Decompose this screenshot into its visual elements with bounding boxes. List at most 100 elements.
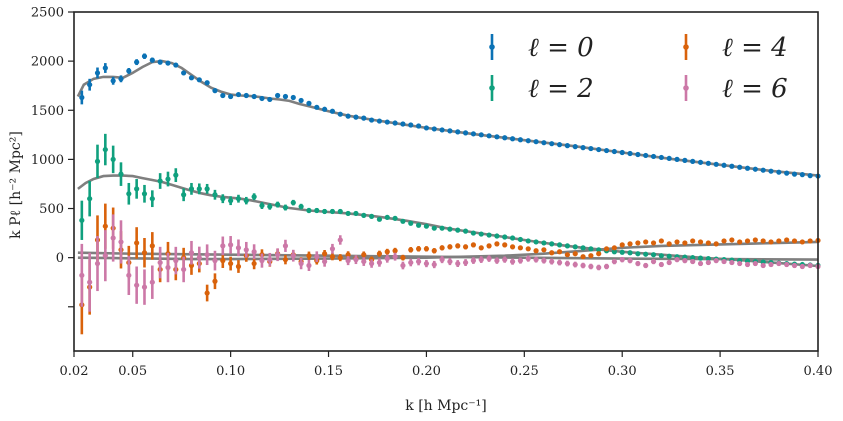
data-point <box>603 246 610 252</box>
data-point <box>408 247 414 253</box>
data-point <box>165 176 171 182</box>
data-point <box>126 191 132 197</box>
data-point <box>721 162 727 168</box>
data-point <box>251 249 257 255</box>
data-point <box>220 196 226 202</box>
data-point <box>384 256 390 262</box>
data-point <box>259 258 265 264</box>
data-point <box>212 88 218 94</box>
data-point <box>439 127 445 133</box>
data-point <box>110 78 116 84</box>
data-point <box>666 155 672 162</box>
data-point <box>494 241 500 247</box>
data-point <box>306 100 312 106</box>
data-point <box>627 258 633 264</box>
data-point <box>619 257 625 263</box>
data-point <box>134 240 140 246</box>
data-point <box>674 239 680 245</box>
data-point <box>228 93 234 100</box>
legend-label: ℓ = 6 <box>722 74 788 104</box>
data-point <box>760 262 766 269</box>
data-point <box>415 258 422 265</box>
data-point <box>79 217 85 223</box>
data-point <box>619 249 625 255</box>
data-point <box>415 222 422 228</box>
data-point <box>423 246 430 252</box>
y-axis: 0 500 1000 1500 2000 2500 <box>31 6 74 308</box>
data-point <box>290 200 296 206</box>
data-point <box>275 201 281 208</box>
data-point <box>517 137 524 143</box>
data-point <box>486 133 492 139</box>
data-point <box>799 172 805 178</box>
model-l0 <box>76 59 819 177</box>
data-point <box>251 260 257 267</box>
data-point <box>322 251 328 257</box>
data-point <box>212 192 218 198</box>
data-point <box>361 258 367 265</box>
x-tick-label: 0.30 <box>608 364 637 379</box>
data-point <box>737 239 743 245</box>
plot-frame <box>73 11 819 352</box>
data-point <box>87 82 93 88</box>
legend-label: ℓ = 0 <box>528 33 594 63</box>
data-point <box>259 95 265 102</box>
data-point <box>87 196 93 202</box>
data-point <box>329 254 336 260</box>
data-point <box>322 258 328 265</box>
data-point <box>690 158 696 164</box>
data-point <box>564 143 570 149</box>
data-point <box>408 122 414 128</box>
data-point <box>650 240 657 246</box>
data-point <box>329 108 336 114</box>
data-point <box>329 208 336 215</box>
data-point <box>549 258 555 265</box>
data-point <box>705 240 711 246</box>
data-point <box>314 207 320 214</box>
data-point <box>173 172 179 178</box>
data-point <box>768 168 774 174</box>
data-point <box>729 163 735 169</box>
data-point <box>134 59 140 65</box>
data-point <box>204 252 210 258</box>
data-point <box>556 249 563 255</box>
model-l4 <box>77 240 819 261</box>
data-point <box>400 262 406 269</box>
data-point <box>415 123 422 129</box>
data-point <box>666 253 672 259</box>
data-point <box>259 202 265 209</box>
data-point <box>196 186 202 192</box>
data-point <box>564 252 570 258</box>
data-point <box>337 237 343 243</box>
data-point <box>737 164 743 170</box>
data-point <box>392 254 398 260</box>
data-point <box>447 226 453 232</box>
data-point <box>596 146 602 153</box>
data-point <box>502 135 508 141</box>
data-point <box>752 166 758 172</box>
data-point <box>149 279 155 285</box>
data-point <box>235 196 242 202</box>
data-point <box>392 215 398 221</box>
data-point <box>337 255 343 261</box>
data-point <box>181 70 187 76</box>
data-point <box>509 136 516 142</box>
data-point <box>455 227 461 233</box>
data-point <box>361 212 367 218</box>
data-point <box>314 104 320 110</box>
data-point <box>784 261 790 268</box>
data-point <box>603 263 610 270</box>
legend-item: ℓ = 4 <box>683 33 788 63</box>
data-point <box>580 262 586 269</box>
data-point <box>220 243 226 249</box>
y-tick-label: 2000 <box>31 55 64 70</box>
y-tick-label: 1500 <box>31 104 64 119</box>
data-point <box>376 251 383 257</box>
data-point <box>134 186 140 192</box>
legend-item: ℓ = 2 <box>489 74 594 104</box>
data-point <box>400 121 406 127</box>
data-point <box>204 186 210 192</box>
data-point <box>760 238 766 244</box>
data-point <box>784 170 790 176</box>
legend-label: ℓ = 2 <box>528 74 594 104</box>
